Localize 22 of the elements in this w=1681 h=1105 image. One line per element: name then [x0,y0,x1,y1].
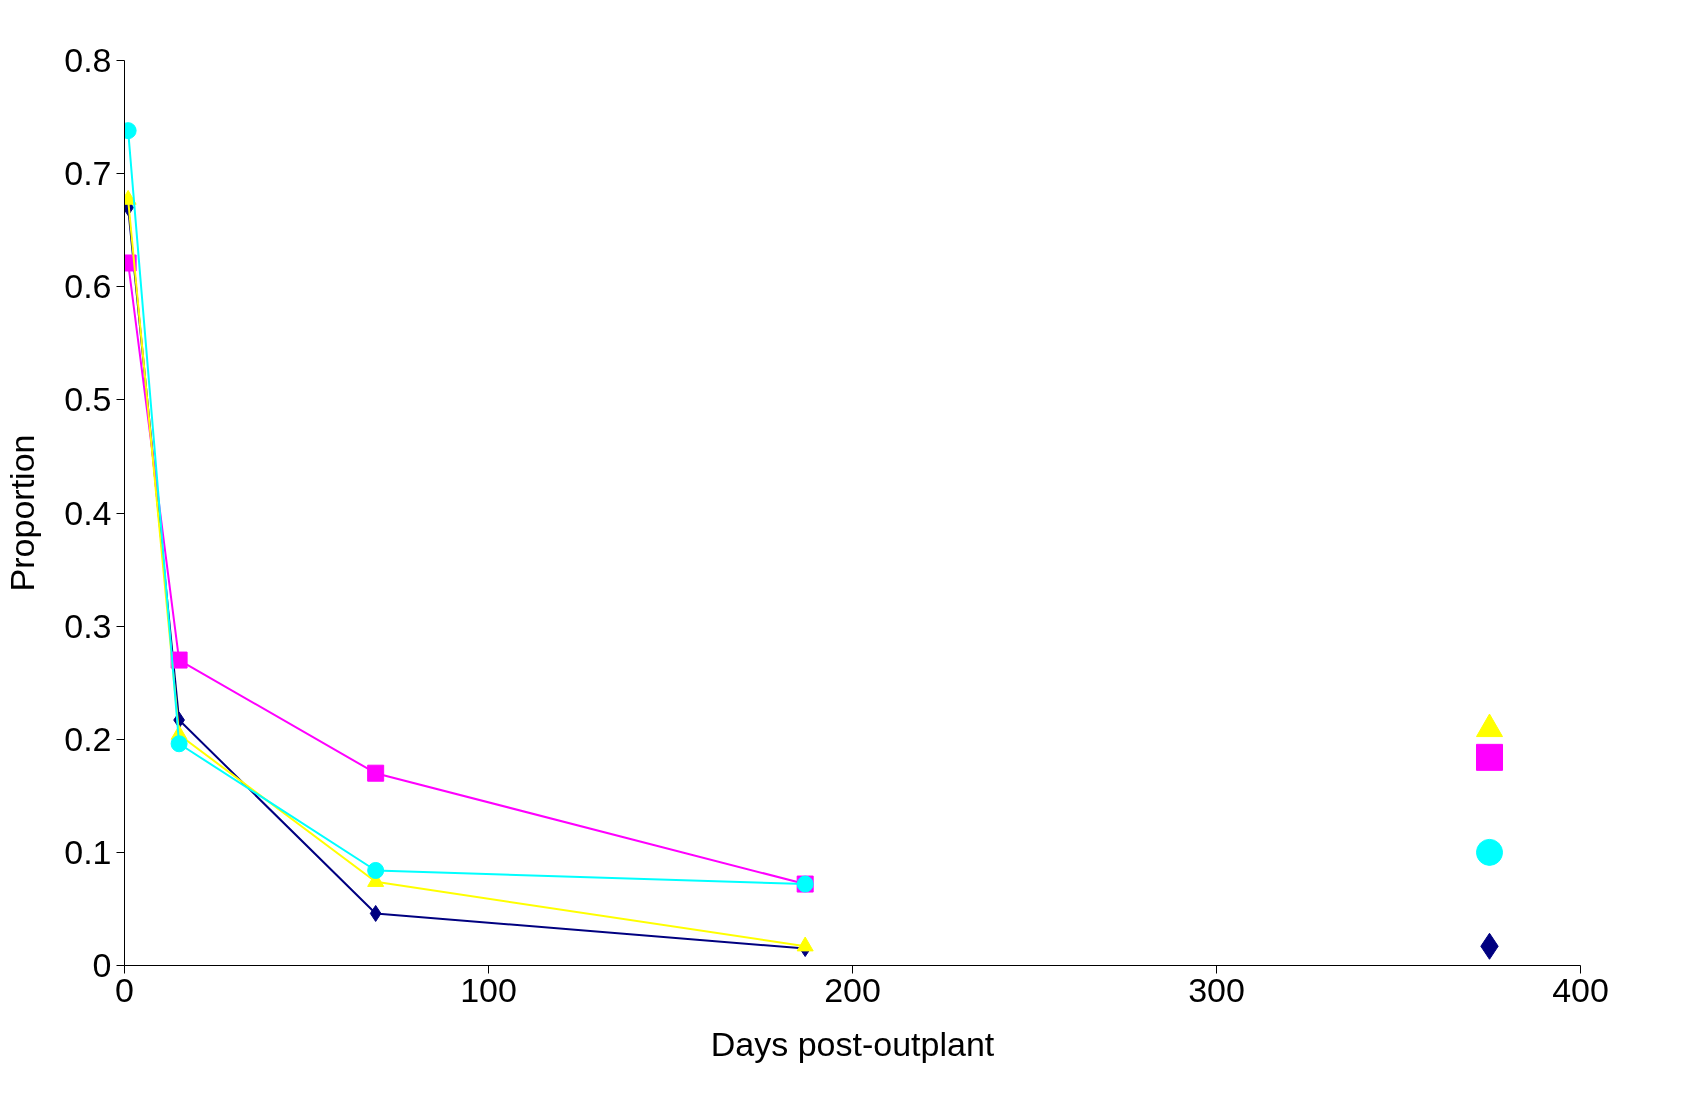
point [796,936,814,952]
y-tick-label: 0.1 [64,832,112,871]
x-axis-title: Days post-outplant [710,1024,995,1063]
y-axis-title: Proportion [3,434,42,592]
point [367,861,385,879]
point [170,735,188,753]
point [369,904,382,922]
x-tick-label: 200 [824,970,881,1009]
y-tick-label: 0.5 [64,380,112,419]
y-tick-label: 0.6 [64,267,112,306]
point [367,764,385,782]
y-tick-label: 0.7 [64,154,112,193]
point [1476,838,1503,866]
y-tick-label: 0.2 [64,719,112,758]
y-tick-label: 0.4 [64,493,112,532]
point [1476,743,1503,771]
x-tick-label: 300 [1188,970,1245,1009]
y-tick-label: 0.3 [64,606,112,645]
y-tick-label: 0.8 [64,41,112,79]
y-tick-label: 0 [92,946,112,984]
x-tick-label: 400 [1552,970,1609,1009]
x-tick-label: 100 [460,970,517,1009]
